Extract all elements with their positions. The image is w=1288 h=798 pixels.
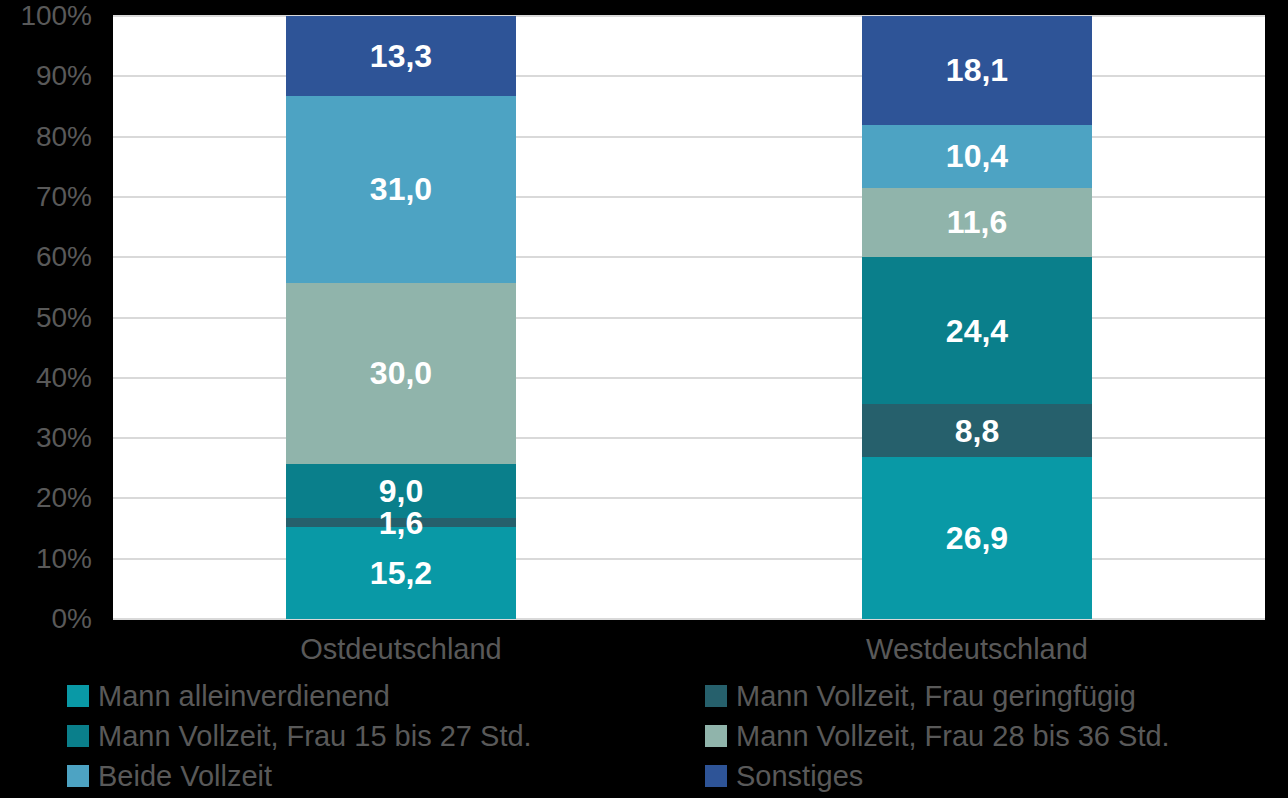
bar-segment: 18,1 — [862, 16, 1092, 125]
bar-segment-label: 31,0 — [370, 173, 432, 205]
legend-label: Mann Vollzeit, Frau 28 bis 36 Std. — [736, 722, 1170, 751]
bar-segment: 26,9 — [862, 457, 1092, 619]
bar-segment-label: 11,6 — [947, 206, 1008, 238]
x-axis-label: Ostdeutschland — [113, 634, 689, 666]
y-tick-label: 40% — [0, 364, 92, 392]
y-tick-label: 60% — [0, 243, 92, 271]
y-tick-label: 90% — [0, 62, 92, 90]
legend-item: Sonstiges — [705, 760, 1170, 792]
legend-label: Mann alleinverdienend — [98, 682, 390, 711]
bar-ostdeutschland: 13,331,030,09,01,615,2 — [286, 16, 516, 619]
legend-swatch-icon — [67, 725, 89, 747]
legend-label: Mann Vollzeit, Frau 15 bis 27 Std. — [98, 722, 532, 751]
legend-swatch-icon — [705, 765, 727, 787]
bar-segment-label: 18,1 — [946, 54, 1008, 86]
bar-segment-label: 8,8 — [955, 415, 999, 447]
legend-item: Mann Vollzeit, Frau 28 bis 36 Std. — [705, 720, 1170, 752]
legend-swatch-icon — [705, 685, 727, 707]
legend-item: Mann Vollzeit, Frau geringfügig — [705, 680, 1170, 712]
y-tick-label: 10% — [0, 545, 92, 573]
bar-segment: 11,6 — [862, 188, 1092, 258]
bar-segment: 31,0 — [286, 96, 516, 283]
bar-westdeutschland: 18,1 10,4 11,6 24,4 8,8 26,9 — [862, 16, 1092, 619]
bar-segment: 10,4 — [862, 125, 1092, 188]
y-tick-label: 50% — [0, 304, 92, 332]
bar-segment-label: 13,3 — [370, 40, 432, 72]
y-tick-label: 80% — [0, 123, 92, 151]
y-tick-label: 100% — [0, 2, 92, 30]
bar-segment: 15,2 — [286, 527, 516, 619]
legend-label: Sonstiges — [736, 762, 863, 791]
y-tick-label: 20% — [0, 484, 92, 512]
legend-label: Mann Vollzeit, Frau geringfügig — [736, 682, 1136, 711]
bar-segment-label: 9,0 — [379, 475, 423, 507]
legend: Mann alleinverdienend Mann Vollzeit, Frau… — [67, 680, 1170, 792]
y-tick-label: 30% — [0, 424, 92, 452]
legend-label: Beide Vollzeit — [98, 762, 272, 791]
chart: 13,331,030,09,01,615,218,110,411,624,48,… — [0, 0, 1288, 798]
plot-area: 13,331,030,09,01,615,218,110,411,624,48,… — [113, 16, 1265, 619]
bar-segment: 24,4 — [862, 257, 1092, 404]
bar-segment: 30,0 — [286, 283, 516, 464]
bar-segment-label: 26,9 — [946, 522, 1008, 554]
legend-swatch-icon — [705, 725, 727, 747]
x-axis-label: Westdeutschland — [689, 634, 1265, 666]
bar-segment-label: 30,0 — [370, 357, 432, 389]
legend-item: Mann Vollzeit, Frau 15 bis 27 Std. — [67, 720, 705, 752]
y-tick-label: 0% — [0, 605, 92, 633]
bar-segment-label: 10,4 — [946, 140, 1008, 172]
legend-swatch-icon — [67, 685, 89, 707]
bar-segment-label: 1,6 — [379, 507, 423, 539]
legend-item: Mann alleinverdienend — [67, 680, 705, 712]
bar-segment: 1,6 — [286, 518, 516, 528]
legend-item: Beide Vollzeit — [67, 760, 705, 792]
legend-swatch-icon — [67, 765, 89, 787]
y-tick-label: 70% — [0, 183, 92, 211]
bar-segment: 13,3 — [286, 16, 516, 96]
bar-segment-label: 15,2 — [370, 557, 432, 589]
bar-segment-label: 24,4 — [946, 315, 1008, 347]
bar-segment: 8,8 — [862, 404, 1092, 457]
